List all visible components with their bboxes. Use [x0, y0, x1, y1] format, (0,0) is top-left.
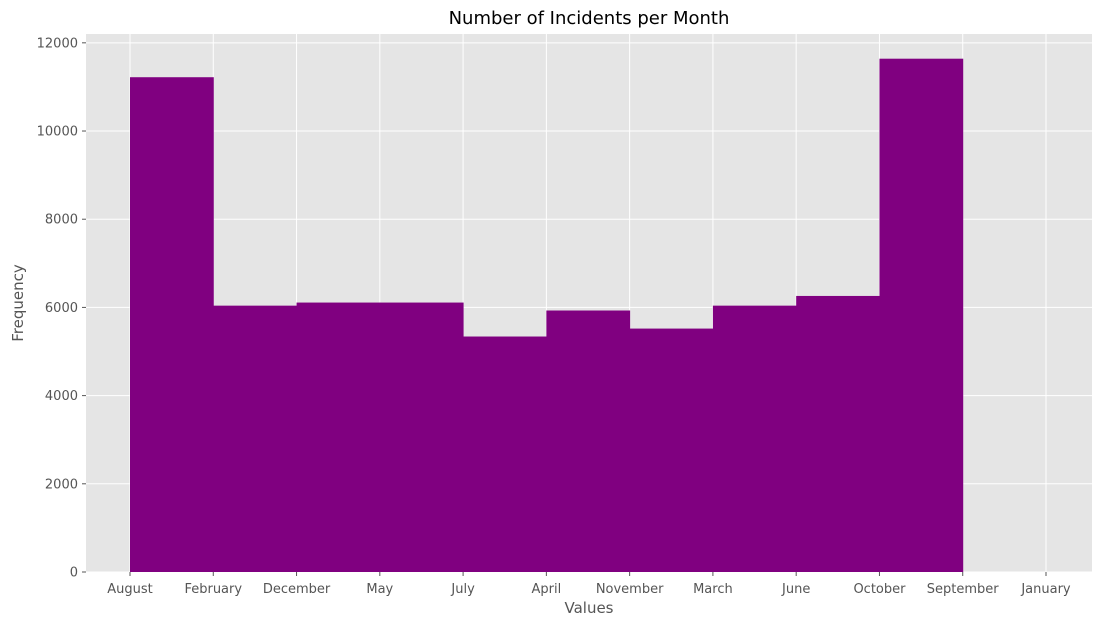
x-tick-label: September [927, 582, 1000, 597]
x-tick-label: July [450, 582, 475, 597]
x-tick-label: April [532, 582, 562, 597]
histogram-bar [796, 295, 880, 572]
histogram-bar [463, 336, 547, 572]
x-tick-label: December [263, 582, 331, 597]
x-tick-label: August [107, 582, 153, 597]
histogram-bar [629, 328, 714, 572]
y-tick-label: 2000 [45, 477, 78, 492]
x-axis-label: Values [564, 599, 613, 617]
y-tick-label: 0 [70, 566, 78, 581]
histogram-bar [213, 305, 298, 572]
chart-title: Number of Incidents per Month [449, 8, 730, 29]
histogram-bar [546, 310, 631, 572]
y-tick-label: 4000 [45, 389, 78, 404]
x-tick-label: February [184, 582, 242, 597]
x-tick-label: June [781, 582, 810, 597]
y-axis-ticks: 0 2000 4000 6000 8000 10000 12000 [37, 36, 86, 581]
bars [130, 58, 964, 573]
y-tick-label: 12000 [37, 36, 78, 51]
x-tick-label: March [693, 582, 733, 597]
x-tick-label: May [366, 582, 393, 597]
y-tick-label: 10000 [37, 125, 78, 140]
y-axis-label: Frequency [9, 264, 27, 342]
histogram-bar [130, 77, 214, 572]
histogram-bar [879, 58, 964, 573]
x-axis-ticks: August February December May July April Novemb… [107, 572, 1071, 597]
x-tick-label: November [596, 582, 664, 597]
histogram-bar [712, 305, 797, 572]
histogram-bar [296, 302, 381, 572]
x-tick-label: January [1020, 582, 1071, 597]
y-tick-label: 6000 [45, 301, 78, 316]
x-tick-label: October [853, 582, 906, 597]
histogram-bar [379, 302, 464, 572]
y-tick-label: 8000 [45, 213, 78, 228]
